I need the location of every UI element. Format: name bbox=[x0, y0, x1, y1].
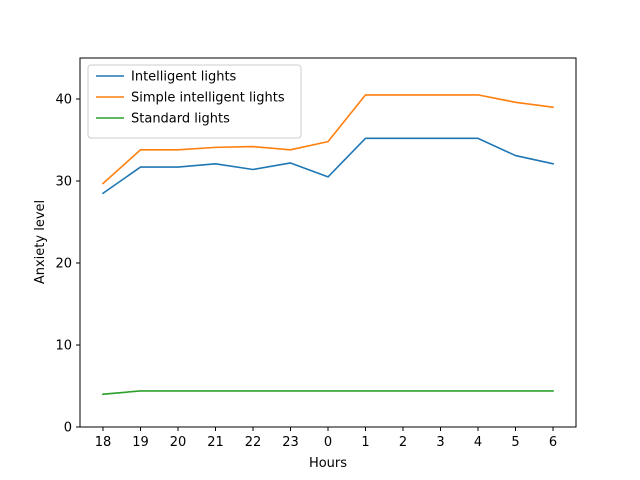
x-axis-label: Hours bbox=[309, 456, 347, 471]
x-tick-label: 2 bbox=[399, 435, 407, 450]
x-tick-label: 20 bbox=[170, 435, 187, 450]
x-tick-label: 19 bbox=[132, 435, 149, 450]
y-tick-label: 40 bbox=[55, 93, 72, 108]
y-tick-label: 0 bbox=[64, 421, 72, 436]
x-tick-label: 22 bbox=[245, 435, 262, 450]
series-layer bbox=[101, 94, 554, 396]
legend-entry-label: Simple intelligent lights bbox=[131, 91, 285, 106]
y-tick-label: 30 bbox=[55, 175, 72, 190]
legend-entry-label: Intelligent lights bbox=[131, 70, 237, 85]
x-tick-label: 5 bbox=[511, 435, 519, 450]
y-axis: 0 10 20 30 40 bbox=[55, 93, 80, 436]
series-line-2 bbox=[101, 94, 554, 185]
y-tick-label: 10 bbox=[55, 339, 72, 354]
x-axis: 18 19 20 21 22 23 0 1 2 3 4 5 6 bbox=[95, 427, 557, 450]
legend-box bbox=[87, 64, 302, 139]
x-tick-label: 23 bbox=[282, 435, 299, 450]
y-axis-label: Anxiety level bbox=[33, 200, 48, 284]
legend: Intelligent lights Simple intelligent lig… bbox=[87, 64, 302, 139]
legend-entry-label: Standard lights bbox=[131, 112, 230, 127]
x-tick-label: 18 bbox=[95, 435, 112, 450]
x-tick-label: 3 bbox=[436, 435, 444, 450]
series-line-1 bbox=[101, 137, 554, 195]
series-line-3 bbox=[102, 390, 554, 396]
x-tick-label: 4 bbox=[474, 435, 482, 450]
x-tick-label: 0 bbox=[324, 435, 332, 450]
x-tick-label: 21 bbox=[207, 435, 224, 450]
x-tick-label: 1 bbox=[361, 435, 369, 450]
y-tick-label: 20 bbox=[55, 257, 72, 272]
x-tick-label: 6 bbox=[549, 435, 557, 450]
